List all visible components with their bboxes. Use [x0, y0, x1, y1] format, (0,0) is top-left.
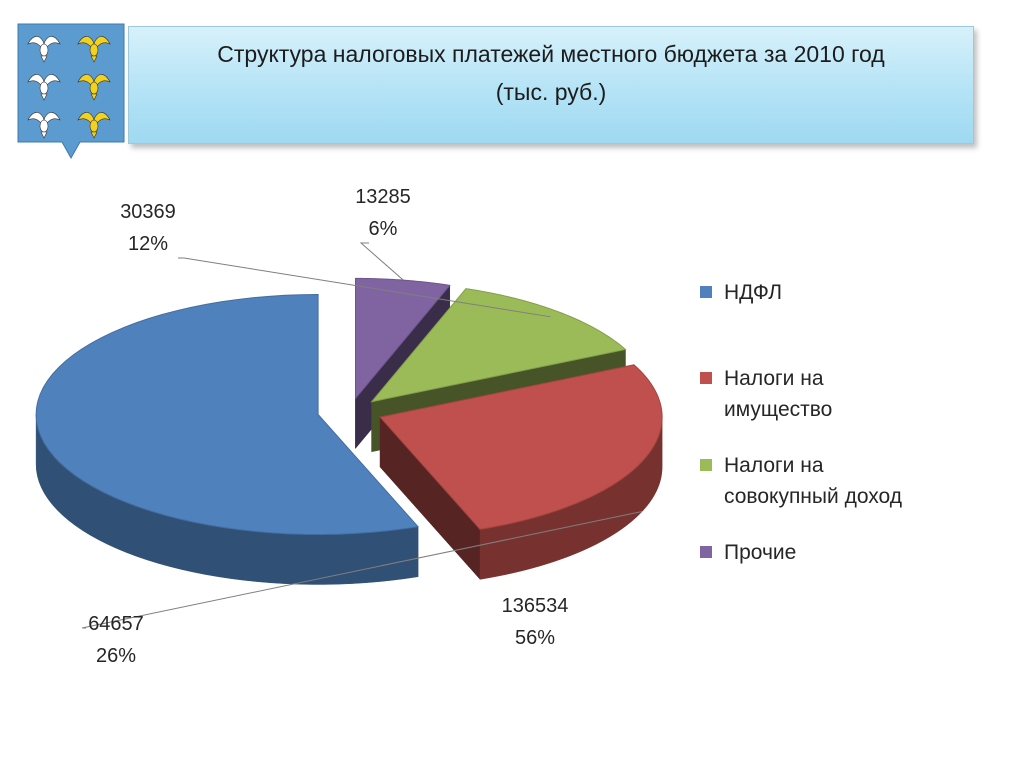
legend-item-1: НДФЛ	[700, 281, 782, 304]
legend: НДФЛ Налоги на имущество Налоги на совокупны…	[700, 281, 902, 564]
chart-title-line2: (тыс. руб.)	[495, 79, 607, 105]
data-label-value: 64657	[88, 613, 144, 635]
legend-label: НДФЛ	[724, 281, 782, 304]
dove-icon	[77, 112, 111, 139]
legend-label: Налоги на	[724, 454, 824, 477]
data-label-1: 136534 56%	[502, 595, 569, 649]
dove-icon	[27, 112, 61, 139]
pie-slice-1	[35, 293, 419, 585]
legend-label: совокупный доход	[724, 485, 902, 508]
dove-icon	[27, 74, 61, 101]
data-label-percent: 12%	[128, 233, 168, 255]
data-label-3: 30369 12%	[120, 201, 551, 318]
dove-icon	[77, 74, 111, 101]
legend-label: Прочие	[724, 541, 796, 564]
legend-swatch	[700, 459, 712, 471]
data-label-4: 13285 6%	[355, 186, 411, 281]
title-banner: Структура налоговых платежей местного бю…	[128, 26, 974, 144]
chart-title-line1: Структура налоговых платежей местного бю…	[217, 41, 885, 67]
pie-slice-2	[379, 364, 663, 580]
legend-item-3: Налоги на совокупный доход	[700, 454, 902, 508]
dove-icon	[27, 36, 61, 63]
data-label-value: 13285	[355, 186, 411, 208]
legend-swatch	[700, 372, 712, 384]
legend-item-2: Налоги на имущество	[700, 367, 832, 421]
legend-swatch	[700, 286, 712, 298]
chart-title: Структура налоговых платежей местного бю…	[129, 35, 973, 111]
dove-icon	[77, 36, 111, 63]
legend-item-4: Прочие	[700, 541, 796, 564]
coat-of-arms-icon	[17, 23, 125, 160]
data-label-value: 30369	[120, 201, 176, 223]
legend-label: имущество	[724, 398, 832, 421]
data-label-percent: 26%	[96, 645, 136, 667]
data-label-percent: 56%	[515, 627, 555, 649]
legend-swatch	[700, 546, 712, 558]
legend-label: Налоги на	[724, 367, 824, 390]
data-label-percent: 6%	[369, 218, 398, 240]
data-label-value: 136534	[502, 595, 569, 617]
data-label-2: 64657 26%	[81, 511, 643, 667]
